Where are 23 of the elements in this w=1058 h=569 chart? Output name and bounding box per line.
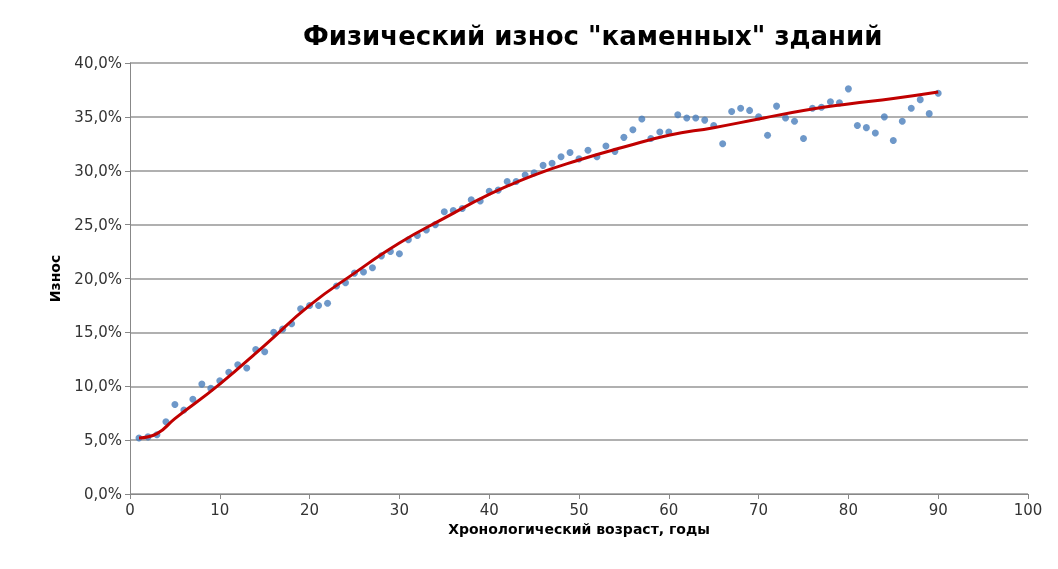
x-tick-label: 40 [479, 500, 499, 519]
y-tick-label: 15,0% [74, 323, 122, 342]
x-tick-label: 30 [389, 500, 409, 519]
y-tick-label: 10,0% [74, 377, 122, 396]
x-tick-label: 100 [1013, 500, 1043, 519]
x-tick-label: 10 [210, 500, 230, 519]
y-tick-label: 20,0% [74, 269, 122, 288]
x-tick-label: 20 [300, 500, 320, 519]
x-tick-label: 50 [569, 500, 589, 519]
x-tick-label: 60 [659, 500, 679, 519]
y-tick-label: 40,0% [74, 54, 122, 72]
x-axis-title: Хронологический возраст, годы [448, 520, 710, 537]
y-axis-title: Износ [47, 254, 63, 303]
y-tick-label: 0,0% [83, 485, 122, 503]
x-tick-label: 0 [125, 500, 135, 519]
y-tick-label: 5,0% [83, 431, 122, 450]
chart-title: Физический износ "каменных" зданий [303, 21, 883, 51]
x-tick-label: 70 [749, 500, 769, 519]
y-tick-label: 35,0% [74, 107, 122, 126]
x-tick-label: 80 [838, 500, 858, 519]
y-tick-label: 25,0% [74, 215, 122, 234]
y-tick-label: 30,0% [74, 161, 122, 180]
x-tick-label: 90 [928, 500, 948, 519]
